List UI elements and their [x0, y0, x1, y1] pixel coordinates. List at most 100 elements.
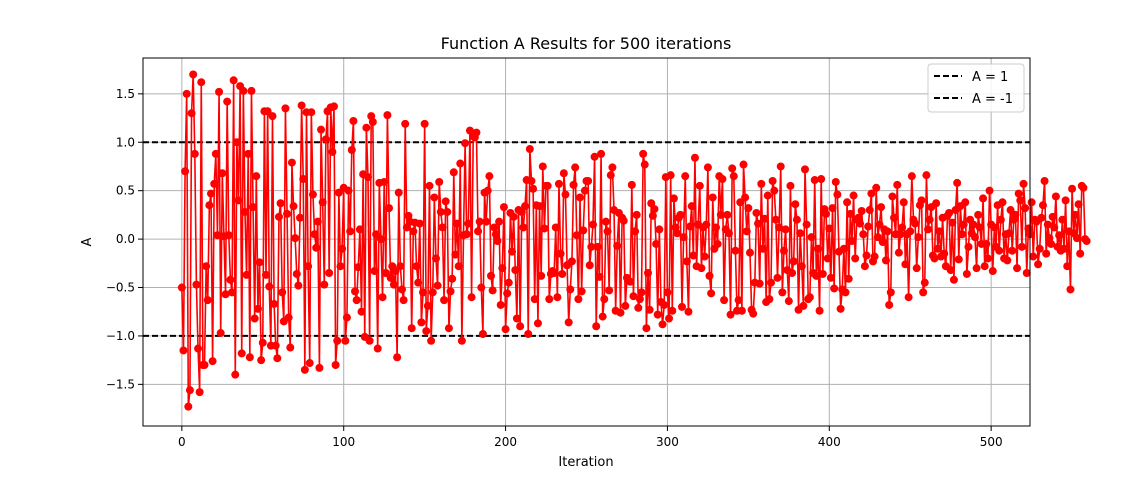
data-point: [441, 197, 450, 206]
data-point: [540, 224, 549, 233]
data-point: [711, 223, 720, 232]
data-point: [278, 288, 287, 297]
data-point: [1047, 239, 1056, 248]
data-point: [817, 175, 826, 184]
data-point: [598, 312, 607, 321]
data-point: [697, 264, 706, 273]
data-point: [363, 173, 372, 182]
x-tick-label: 500: [980, 435, 1003, 449]
data-point: [265, 282, 274, 291]
data-point: [422, 327, 431, 336]
data-point: [412, 262, 421, 271]
data-point: [487, 271, 495, 280]
data-point: [499, 203, 508, 212]
data-point: [1040, 176, 1049, 185]
data-point: [1035, 244, 1044, 253]
data-point: [401, 119, 410, 128]
data-point: [551, 223, 560, 232]
data-point: [723, 210, 732, 219]
data-point: [650, 205, 659, 214]
data-point: [496, 300, 505, 309]
data-point: [792, 215, 801, 224]
data-point: [250, 314, 259, 323]
data-point: [1074, 200, 1083, 209]
data-point: [660, 300, 669, 309]
data-point: [464, 219, 473, 228]
data-point: [988, 267, 997, 276]
data-point: [373, 344, 382, 353]
data-point: [501, 325, 510, 334]
data-point: [1076, 249, 1085, 258]
data-point: [355, 225, 364, 234]
data-point: [621, 301, 630, 310]
data-point: [461, 139, 470, 148]
data-point: [415, 219, 424, 228]
data-point: [270, 299, 279, 308]
data-point: [681, 172, 690, 181]
data-point: [545, 295, 554, 304]
data-point: [922, 171, 931, 180]
data-point: [758, 244, 767, 253]
data-point: [242, 270, 251, 279]
data-point: [637, 288, 646, 297]
data-point: [1051, 192, 1060, 201]
data-point: [556, 249, 565, 258]
data-point: [826, 273, 835, 282]
data-point: [1004, 229, 1013, 238]
data-point: [255, 258, 264, 267]
data-point: [593, 242, 602, 251]
data-point: [310, 230, 319, 239]
data-point: [752, 208, 761, 217]
data-point: [509, 212, 518, 221]
data-point: [982, 239, 991, 248]
data-point: [833, 190, 842, 199]
data-point: [245, 353, 254, 362]
data-point: [362, 123, 371, 132]
data-point: [647, 199, 656, 208]
data-point: [446, 287, 455, 296]
data-point: [537, 271, 546, 280]
data-point: [391, 267, 400, 276]
data-point: [797, 262, 806, 271]
data-point: [474, 227, 483, 236]
data-point: [763, 191, 772, 200]
data-point: [205, 201, 214, 210]
data-point: [423, 301, 432, 310]
data-point: [841, 288, 850, 297]
data-point: [930, 254, 939, 263]
data-point: [569, 180, 578, 189]
data-point: [1082, 237, 1091, 246]
data-point: [490, 223, 499, 232]
data-point: [1006, 206, 1015, 215]
data-point: [658, 320, 667, 329]
legend-label-a-equals-1: A = 1: [972, 70, 1008, 85]
data-point: [778, 288, 787, 297]
data-point: [847, 237, 856, 246]
data-point: [240, 207, 249, 216]
y-tick-label: 0.5: [116, 184, 135, 198]
data-point: [1027, 198, 1036, 207]
data-point: [252, 172, 261, 181]
data-point: [690, 153, 699, 162]
data-point: [600, 295, 609, 304]
data-point: [529, 184, 538, 193]
data-point: [284, 313, 293, 322]
data-point: [190, 149, 199, 158]
data-point: [775, 223, 784, 232]
data-point: [396, 262, 405, 271]
data-point: [516, 322, 525, 331]
data-point: [933, 244, 942, 253]
data-point: [440, 296, 449, 305]
data-point: [224, 231, 233, 240]
data-point: [870, 252, 879, 261]
data-point: [517, 207, 526, 216]
data-point: [924, 225, 933, 234]
data-point: [1068, 184, 1077, 193]
data-point: [781, 225, 790, 234]
data-point: [297, 101, 306, 110]
data-point: [370, 267, 379, 276]
data-point: [954, 255, 963, 264]
data-point: [443, 207, 452, 216]
data-point: [595, 272, 604, 281]
data-point: [830, 284, 839, 293]
